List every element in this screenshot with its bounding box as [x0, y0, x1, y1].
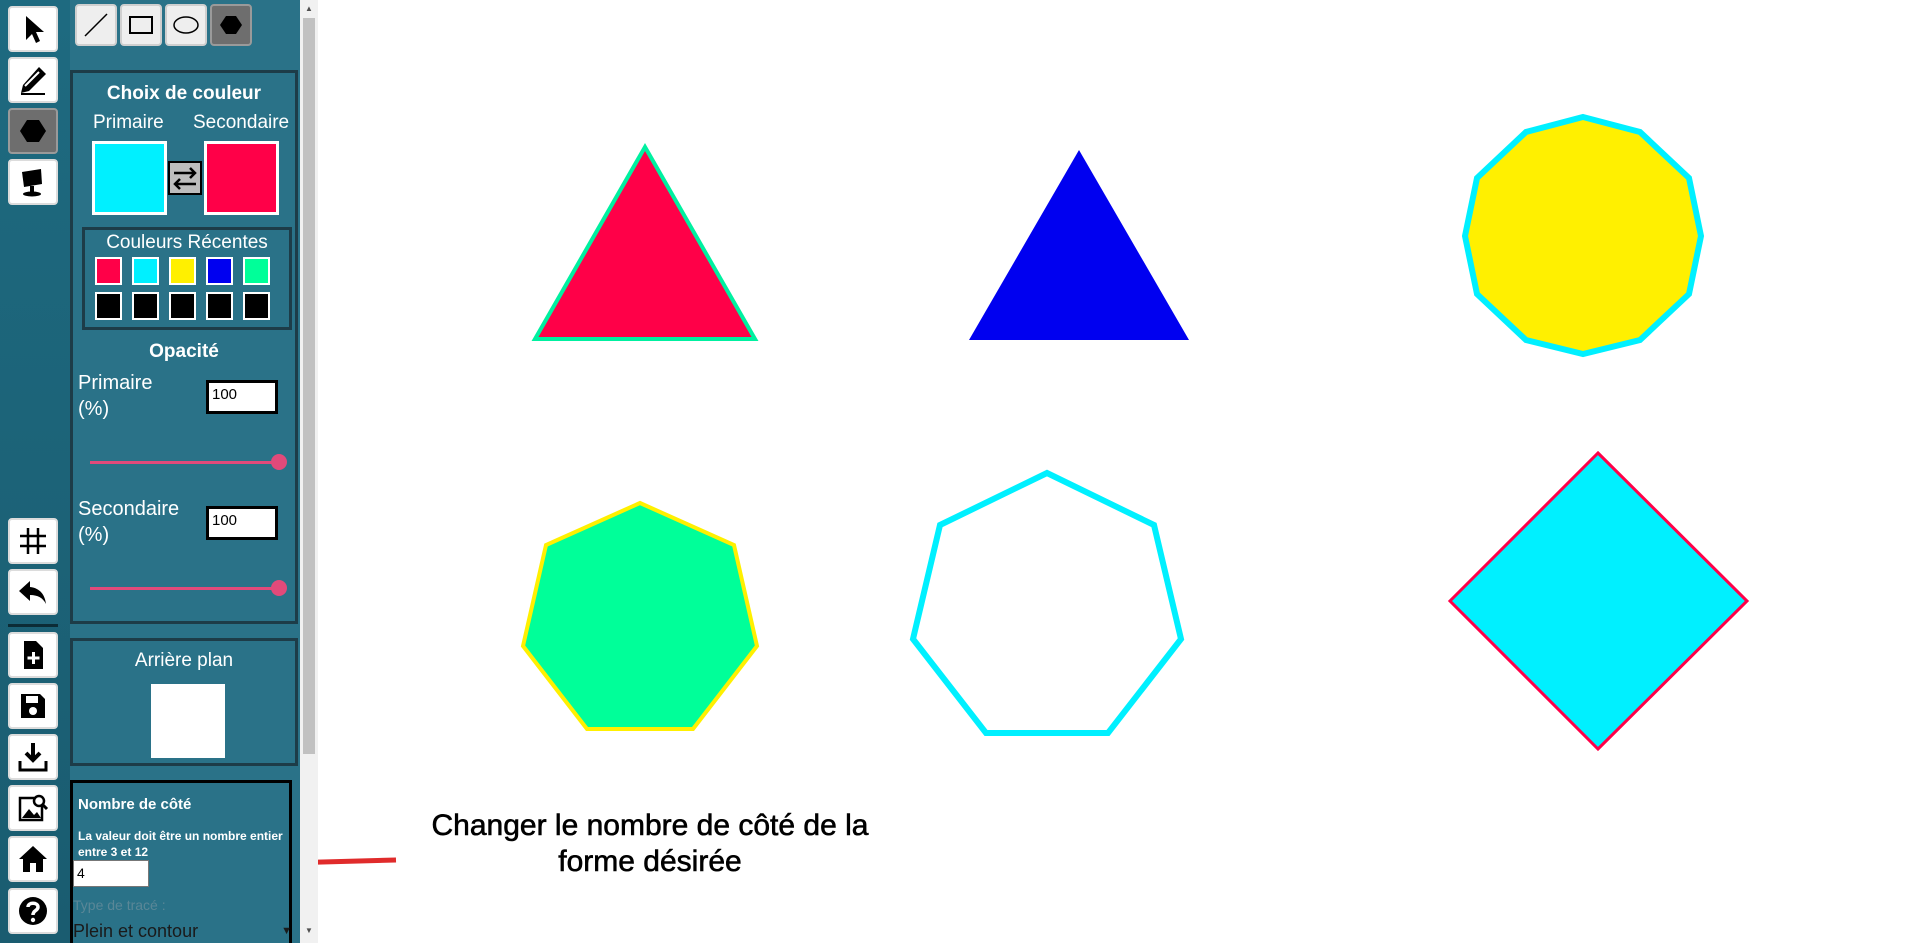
background-color-swatch[interactable] [151, 684, 225, 758]
canvas-shapes [160, 113, 1750, 881]
green-heptagon-shape[interactable] [520, 500, 760, 731]
shape-tool-button[interactable] [8, 108, 58, 154]
pencil-tool-button[interactable] [8, 57, 58, 103]
secondary-color-swatch[interactable] [204, 141, 279, 215]
cyan-heptagon-outline-shape[interactable] [909, 469, 1185, 736]
save-icon [21, 694, 45, 718]
primary-color-label: Primaire [93, 112, 164, 133]
tab-line[interactable] [75, 4, 117, 46]
annotation-callout: Changer le nombre de côté de la forme dé… [431, 809, 869, 879]
background-box: Arrière plan [70, 638, 298, 766]
cyan-diamond-shape[interactable] [1447, 450, 1750, 752]
recent-color-swatch[interactable] [132, 292, 159, 320]
new-file-button[interactable] [8, 632, 58, 678]
new-file-icon [24, 641, 43, 669]
ellipse-icon [173, 16, 199, 34]
primary-opacity-thumb[interactable] [271, 454, 287, 470]
secondary-opacity-label: Secondaire (%) [78, 498, 180, 546]
recent-colors-title: Couleurs Récentes [106, 232, 268, 253]
image-search-icon [18, 794, 49, 822]
trace-type-label: Type de tracé : [73, 897, 166, 913]
toolbar-divider [8, 624, 58, 627]
download-button[interactable] [8, 734, 58, 780]
rectangle-icon [129, 16, 153, 34]
sides-box: Nombre de côté La valeur doit être un no… [70, 780, 292, 943]
paint-bucket-icon [22, 169, 42, 197]
sides-hint: La valeur doit être un nombre entier ent… [78, 829, 283, 859]
recent-color-swatch[interactable] [243, 292, 270, 320]
grid-toggle-button[interactable] [8, 518, 58, 564]
undo-button[interactable] [8, 569, 58, 615]
tab-polygon[interactable] [210, 4, 252, 46]
opacity-title: Opacité [149, 341, 219, 362]
swap-colors-button[interactable] [168, 161, 202, 195]
fill-tool-button[interactable] [8, 159, 58, 205]
properties-panel: Choix de couleur Primaire Secondaire Cou… [70, 0, 300, 943]
recent-color-swatch[interactable] [95, 292, 122, 320]
drawing-canvas[interactable] [160, 0, 1920, 943]
secondary-opacity-slider[interactable] [90, 587, 280, 590]
recent-color-swatch[interactable] [206, 257, 233, 285]
image-search-button[interactable] [8, 785, 58, 831]
help-button[interactable] [8, 888, 58, 934]
recent-color-swatch[interactable] [169, 257, 196, 285]
left-toolbar [0, 0, 70, 943]
trace-type-select[interactable]: Plein et contour ▼ [73, 921, 292, 945]
red-triangle-shape[interactable] [531, 142, 759, 341]
sides-count-input[interactable]: 4 [73, 860, 149, 887]
scroll-up-icon[interactable]: ▲ [305, 4, 313, 13]
grid-icon [20, 528, 46, 554]
primary-opacity-input[interactable]: 100 [206, 380, 278, 414]
background-title: Arrière plan [134, 650, 234, 671]
home-icon [19, 846, 47, 872]
recent-colors-box: Couleurs Récentes [82, 227, 292, 330]
recent-color-swatch[interactable] [169, 292, 196, 320]
secondary-color-label: Secondaire [193, 112, 290, 133]
primary-color-swatch[interactable] [92, 141, 167, 215]
blue-triangle-shape[interactable] [969, 150, 1189, 340]
scroll-down-icon[interactable]: ▼ [305, 926, 313, 935]
tab-rectangle[interactable] [120, 4, 162, 46]
secondary-opacity-thumb[interactable] [271, 580, 287, 596]
tab-ellipse[interactable] [165, 4, 207, 46]
secondary-opacity-input[interactable]: 100 [206, 506, 278, 540]
recent-color-swatch[interactable] [206, 292, 233, 320]
panel-scrollbar[interactable]: ▲ ▼ [300, 0, 318, 943]
scrollbar-thumb[interactable] [303, 18, 315, 754]
color-choice-title: Choix de couleur [106, 83, 262, 104]
yellow-dodecagon-shape[interactable] [1461, 113, 1705, 358]
help-icon [19, 897, 47, 925]
chevron-down-icon: ▼ [281, 925, 292, 937]
select-tool-button[interactable] [8, 6, 58, 52]
recent-color-swatch[interactable] [132, 257, 159, 285]
undo-icon [19, 581, 46, 604]
annotation-arrow [179, 857, 397, 869]
recent-color-swatch[interactable] [243, 257, 270, 285]
primary-opacity-slider[interactable] [90, 461, 280, 464]
color-opacity-box: Choix de couleur Primaire Secondaire Cou… [70, 70, 298, 624]
hexagon-icon [20, 120, 46, 142]
download-icon [18, 743, 48, 772]
hexagon-icon [220, 16, 242, 34]
pencil-icon [21, 67, 46, 95]
save-button[interactable] [8, 683, 58, 729]
recent-color-swatch[interactable] [95, 257, 122, 285]
line-icon [84, 13, 108, 37]
trace-type-value: Plein et contour [73, 921, 199, 941]
home-button[interactable] [8, 836, 58, 882]
swap-arrows-icon [173, 167, 197, 190]
sides-title: Nombre de côté [78, 796, 192, 813]
cursor-arrow-icon [26, 16, 44, 43]
primary-opacity-label: Primaire (%) [78, 372, 153, 420]
